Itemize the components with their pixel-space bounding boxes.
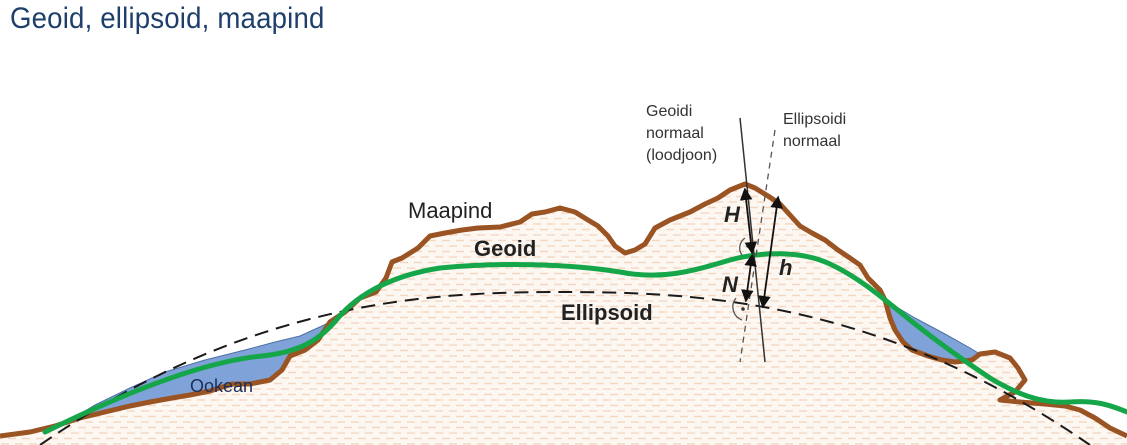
h-label: h <box>779 255 792 280</box>
H-arrow <box>739 187 758 255</box>
page-title: Geoid, ellipsoid, maapind <box>10 2 325 35</box>
surface-label: Maapind <box>408 198 492 223</box>
right-angle-mark-ellipsoid <box>732 297 743 321</box>
h-arrow <box>758 195 783 309</box>
geoid-label: Geoid <box>474 236 536 261</box>
geoid-curve <box>42 251 1127 435</box>
N-arrow <box>741 253 757 303</box>
geoid-normal-label-1: Geoidi <box>646 103 692 120</box>
N-label: N <box>722 272 739 297</box>
ellipsoid-label: Ellipsoid <box>561 300 653 325</box>
ellipsoid-curve <box>39 290 1091 445</box>
H-label: H <box>724 202 741 227</box>
surface-outline <box>0 181 1127 439</box>
geoid-normal-label-3: (loodjoon) <box>646 147 717 164</box>
ellipsoid-normal-label-2: normaal <box>783 133 841 150</box>
geoid-normal-label-2: normaal <box>646 125 704 142</box>
ocean-label: Ookean <box>190 376 253 396</box>
ellipsoid-normal-label-1: Ellipsoidi <box>783 111 846 128</box>
